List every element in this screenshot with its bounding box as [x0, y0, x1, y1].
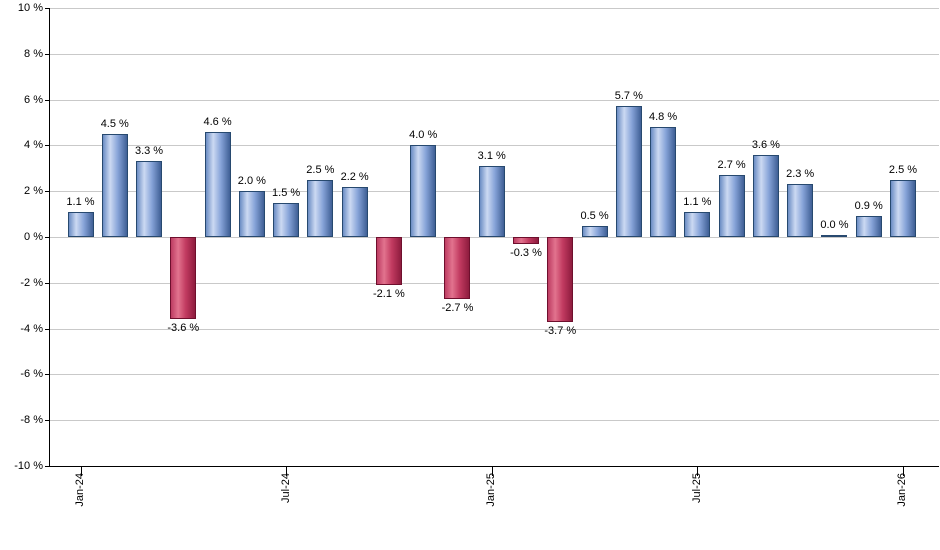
- bar-Sep-24: [341, 186, 368, 237]
- bar-value-label: -2.1 %: [373, 288, 405, 301]
- bar-May-25: [615, 106, 642, 237]
- gridline: [50, 53, 939, 55]
- y-axis-tick: [45, 99, 49, 101]
- bar-Aug-24: [307, 179, 334, 237]
- gridline: [50, 328, 939, 330]
- x-axis-tick: [491, 466, 493, 476]
- bar-Jun-25: [650, 127, 677, 237]
- y-axis-tick-label: 4 %: [24, 139, 43, 152]
- bar-value-label: 2.7 %: [717, 159, 746, 172]
- y-axis-tick-label: -6 %: [20, 368, 43, 381]
- bar-Jul-24: [273, 202, 300, 237]
- y-axis-tick-label: -8 %: [20, 414, 43, 427]
- y-axis-tick-label: 8 %: [24, 47, 43, 60]
- bar-Jul-25: [684, 211, 711, 237]
- x-axis-tick: [902, 466, 904, 476]
- bar-value-label: 3.3 %: [134, 145, 164, 158]
- bar-value-label: 1.1 %: [66, 195, 95, 208]
- bar-Sep-25: [752, 154, 779, 237]
- bar-Dec-25: [855, 216, 882, 237]
- bar-Feb-24: [101, 133, 128, 237]
- bar-value-label: 1.1 %: [683, 195, 712, 208]
- bar-value-label: 4.0 %: [409, 129, 438, 142]
- bar-value-label: 4.5 %: [100, 117, 129, 130]
- bar-value-label: 2.0 %: [237, 175, 266, 188]
- y-axis-tick-label: 2 %: [24, 185, 43, 198]
- x-axis-tick-label: Jul-24: [279, 473, 292, 503]
- bar-value-label: -3.7 %: [544, 324, 577, 337]
- bar-value-label: 4.6 %: [203, 115, 232, 128]
- bar-value-label: 2.2 %: [340, 170, 369, 183]
- bar-Jun-24: [238, 191, 265, 237]
- y-axis-tick: [45, 145, 49, 147]
- bar-value-label: 3.1 %: [477, 150, 506, 162]
- x-axis-tick: [80, 466, 82, 476]
- bar-Jan-24: [67, 211, 94, 237]
- bar-value-label: 0.9 %: [854, 200, 883, 213]
- gridline: [50, 420, 939, 422]
- gridline: [50, 8, 939, 9]
- y-axis-tick-label: -4 %: [20, 322, 43, 335]
- bar-value-label: -2.7 %: [441, 301, 474, 314]
- y-axis-tick: [45, 191, 49, 193]
- y-axis-tick-label: 10 %: [17, 2, 43, 14]
- y-axis-tick: [45, 420, 49, 422]
- bar-May-24: [204, 131, 231, 237]
- x-axis-tick-label: Jan-25: [485, 473, 498, 507]
- y-axis-tick-label: 6 %: [24, 93, 43, 106]
- bar-Nov-25: [821, 235, 848, 237]
- gridline: [50, 237, 939, 238]
- gridline: [50, 145, 939, 147]
- bar-Dec-24: [444, 237, 471, 299]
- y-axis-tick: [45, 237, 49, 238]
- bar-Mar-25: [547, 237, 574, 322]
- gridline: [50, 99, 939, 101]
- bar-value-label: 4.8 %: [649, 111, 678, 124]
- bar-Jan-26: [889, 179, 916, 237]
- bar-value-label: -0.3 %: [510, 246, 542, 259]
- y-axis-tick-label: -2 %: [20, 276, 43, 289]
- bar-value-label: 0.0 %: [820, 219, 849, 231]
- bar-Aug-25: [718, 175, 745, 237]
- bar-value-label: 5.7 %: [614, 90, 643, 103]
- bar-value-label: 3.6 %: [751, 138, 780, 151]
- y-axis-tick: [45, 328, 49, 330]
- bar-Feb-25: [513, 237, 539, 244]
- x-axis-tick-label: Jan-24: [74, 473, 86, 507]
- x-axis-tick: [286, 466, 288, 476]
- y-axis-tick-label: -10 %: [14, 460, 43, 472]
- bar-value-label: 0.5 %: [580, 209, 609, 222]
- bar-Apr-25: [581, 225, 608, 237]
- bar-Mar-24: [136, 161, 163, 237]
- y-axis-tick: [45, 466, 49, 467]
- bar-value-label: 2.5 %: [306, 163, 335, 176]
- bar-value-label: 1.5 %: [272, 186, 301, 199]
- y-axis-tick: [45, 282, 49, 284]
- y-axis-tick: [45, 374, 49, 376]
- bar-Apr-24: [170, 237, 197, 320]
- y-axis-tick: [45, 8, 49, 9]
- bar-Oct-24: [375, 237, 402, 286]
- bar-Nov-24: [410, 145, 437, 237]
- gridline: [50, 282, 939, 284]
- x-axis-tick-label: Jul-25: [690, 473, 703, 503]
- bar-Jan-25: [478, 166, 505, 237]
- bar-value-label: -3.6 %: [167, 322, 200, 335]
- bar-Oct-25: [787, 184, 814, 237]
- x-axis-tick-label: Jan-26: [896, 473, 909, 507]
- bar-value-label: 2.3 %: [786, 168, 815, 181]
- gridline: [50, 374, 939, 376]
- x-axis-tick: [697, 466, 699, 476]
- y-axis-line: [49, 8, 50, 466]
- bar-value-label: 2.5 %: [888, 163, 918, 176]
- y-axis-tick: [45, 53, 49, 55]
- y-axis-tick-label: 0 %: [24, 231, 43, 243]
- x-axis-line: [49, 466, 939, 467]
